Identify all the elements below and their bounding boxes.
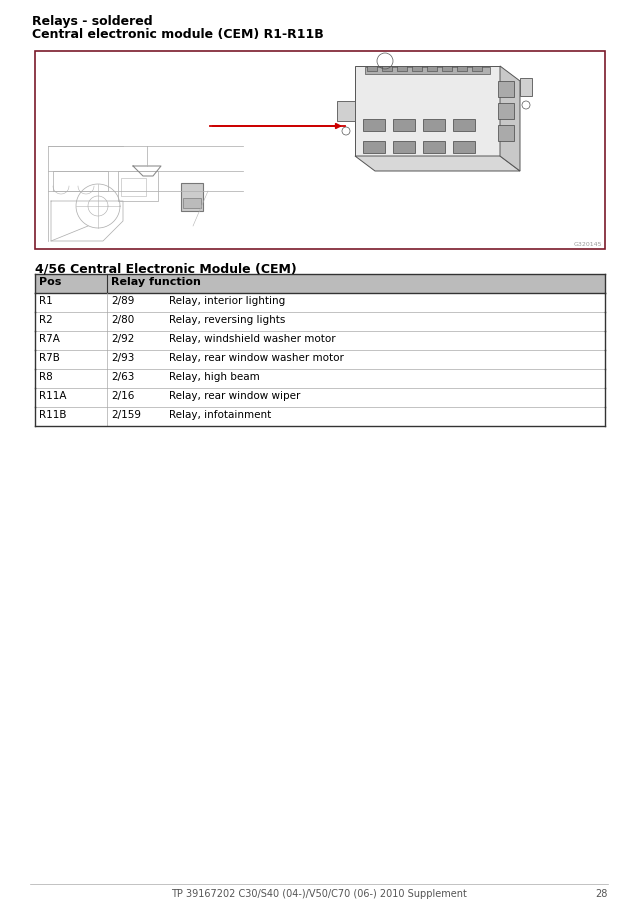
Text: Central electronic module (CEM) R1-R11B: Central electronic module (CEM) R1-R11B xyxy=(32,28,323,41)
Bar xyxy=(35,294,605,313)
Bar xyxy=(498,126,514,142)
Bar xyxy=(393,120,415,132)
Text: 28: 28 xyxy=(596,888,608,898)
Bar xyxy=(35,332,605,351)
Text: Relay, infotainment: Relay, infotainment xyxy=(169,410,271,419)
Bar xyxy=(53,171,108,192)
Bar xyxy=(412,67,422,72)
Polygon shape xyxy=(355,157,520,171)
Bar xyxy=(457,67,467,72)
Bar xyxy=(365,68,490,75)
Text: 2/93: 2/93 xyxy=(111,353,135,363)
Text: 4/56 Central Electronic Module (CEM): 4/56 Central Electronic Module (CEM) xyxy=(35,262,297,275)
Bar xyxy=(35,370,605,389)
Bar xyxy=(427,67,437,72)
Bar xyxy=(393,142,415,154)
Bar xyxy=(423,142,445,154)
Text: TP 39167202 C30/S40 (04-)/V50/C70 (06-) 2010 Supplement: TP 39167202 C30/S40 (04-)/V50/C70 (06-) … xyxy=(171,888,467,898)
Text: Relay, high beam: Relay, high beam xyxy=(169,372,260,382)
Bar xyxy=(367,67,377,72)
Bar xyxy=(453,142,475,154)
Text: Relay, rear window washer motor: Relay, rear window washer motor xyxy=(169,353,344,363)
Bar xyxy=(35,351,605,370)
Bar xyxy=(442,67,452,72)
Bar xyxy=(35,313,605,332)
Bar xyxy=(121,179,146,197)
Bar xyxy=(472,67,482,72)
Bar xyxy=(35,52,605,250)
Bar xyxy=(183,198,201,208)
Text: Relays - soldered: Relays - soldered xyxy=(32,15,152,28)
Text: R1: R1 xyxy=(39,296,53,306)
Text: R8: R8 xyxy=(39,372,53,382)
Text: Relay function: Relay function xyxy=(111,277,201,287)
Text: 2/63: 2/63 xyxy=(111,372,135,382)
Text: 2/89: 2/89 xyxy=(111,296,135,306)
Text: G320145: G320145 xyxy=(574,242,602,247)
Text: R2: R2 xyxy=(39,315,53,325)
Text: 2/80: 2/80 xyxy=(111,315,134,325)
Text: Relay, rear window wiper: Relay, rear window wiper xyxy=(169,391,300,400)
Text: R7A: R7A xyxy=(39,334,60,344)
Text: R11A: R11A xyxy=(39,391,66,400)
Bar xyxy=(35,408,605,427)
Bar xyxy=(35,389,605,408)
Bar xyxy=(337,102,355,122)
Text: Pos: Pos xyxy=(39,277,61,287)
Text: R11B: R11B xyxy=(39,410,66,419)
Text: Relay, windshield washer motor: Relay, windshield washer motor xyxy=(169,334,336,344)
Bar xyxy=(118,171,158,202)
Bar xyxy=(423,120,445,132)
Bar xyxy=(453,120,475,132)
Text: 2/92: 2/92 xyxy=(111,334,135,344)
Text: Relay, reversing lights: Relay, reversing lights xyxy=(169,315,285,325)
Bar xyxy=(35,275,605,294)
Polygon shape xyxy=(500,67,520,171)
Bar xyxy=(498,82,514,98)
Bar xyxy=(181,184,203,212)
Bar xyxy=(382,67,392,72)
Bar xyxy=(397,67,407,72)
Text: Relay, interior lighting: Relay, interior lighting xyxy=(169,296,285,306)
Bar xyxy=(498,104,514,120)
Text: 2/159: 2/159 xyxy=(111,410,141,419)
Bar xyxy=(520,78,532,97)
Bar xyxy=(355,67,500,157)
Bar xyxy=(363,142,385,154)
Bar xyxy=(363,120,385,132)
Text: R7B: R7B xyxy=(39,353,60,363)
Text: 2/16: 2/16 xyxy=(111,391,135,400)
